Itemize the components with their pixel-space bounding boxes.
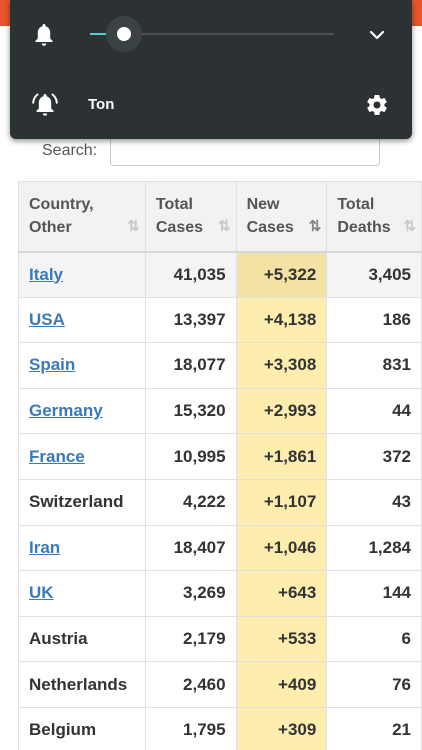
header-total-cases[interactable]: Total Cases ⇅: [144, 181, 237, 253]
new-cases-cell: +409: [235, 661, 328, 708]
table-body: Italy 41,035 +5,322 3,405 USA 13,397 +4,138 186…: [18, 251, 422, 750]
search-label: Search:: [42, 142, 98, 159]
total-deaths-cell: 76: [326, 661, 422, 708]
total-deaths-cell: 186: [326, 296, 422, 344]
country-cell[interactable]: Italy: [18, 251, 146, 298]
new-cases-cell: +2,993: [235, 387, 328, 435]
total-deaths-cell: 6: [326, 615, 422, 663]
country-link[interactable]: France: [29, 446, 85, 466]
sound-label: Ton: [88, 96, 115, 113]
volume-slider-track[interactable]: [90, 33, 334, 35]
new-cases-cell: +643: [235, 570, 328, 617]
table-row: UK 3,269 +643 144: [18, 570, 422, 617]
total-cases-cell: 2,460: [144, 661, 237, 708]
total-cases-cell: 3,269: [144, 570, 237, 617]
table-row: France 10,995 +1,861 372: [18, 433, 422, 480]
country-link[interactable]: UK: [29, 583, 54, 603]
country-link[interactable]: Italy: [29, 264, 64, 284]
country-cell: Austria: [18, 615, 146, 663]
total-deaths-cell: 1,284: [326, 524, 422, 572]
header-total-deaths[interactable]: Total Deaths ⇅: [326, 181, 422, 253]
search-input[interactable]: [110, 136, 380, 166]
header-label: Deaths: [337, 219, 391, 237]
country-cell: Netherlands: [18, 661, 146, 708]
country-cell: Switzerland: [18, 478, 146, 526]
country-link[interactable]: Iran: [29, 537, 61, 557]
header-label: Total: [337, 196, 375, 214]
new-cases-cell: +3,308: [235, 342, 328, 389]
bell-ring-icon[interactable]: [30, 90, 60, 118]
header-label: Cases: [155, 219, 204, 237]
country-cell[interactable]: UK: [18, 570, 146, 617]
table-row: Iran 18,407 +1,046 1,284: [18, 524, 422, 572]
header-country[interactable]: Country, Other ⇅: [18, 181, 146, 253]
table-row: Spain 18,077 +3,308 831: [18, 342, 422, 389]
total-cases-cell: 18,407: [144, 524, 237, 572]
header-label: Total: [155, 196, 193, 214]
table-row: Netherlands 2,460 +409 76: [18, 661, 422, 708]
total-cases-cell: 41,035: [144, 251, 237, 298]
bell-icon[interactable]: [32, 22, 56, 48]
total-cases-cell: 15,320: [144, 387, 237, 435]
country-cell: Belgium: [18, 706, 146, 750]
sort-icon[interactable]: ⇅: [403, 217, 415, 235]
total-deaths-cell: 372: [326, 433, 422, 480]
table-row: USA 13,397 +4,138 186: [18, 296, 422, 344]
table-header-row: Country, Other ⇅ Total Cases ⇅ New Cases…: [18, 181, 422, 253]
gear-icon[interactable]: [365, 93, 389, 117]
total-cases-cell: 18,077: [144, 342, 237, 389]
country-link[interactable]: USA: [29, 309, 65, 329]
total-cases-cell: 1,795: [144, 706, 237, 750]
chevron-down-icon[interactable]: [368, 26, 386, 44]
country-cell[interactable]: Iran: [18, 524, 146, 572]
country-cell[interactable]: USA: [18, 296, 146, 344]
new-cases-cell: +533: [235, 615, 328, 663]
covid-table: Country, Other ⇅ Total Cases ⇅ New Cases…: [18, 181, 422, 750]
country-link[interactable]: Germany: [29, 401, 103, 421]
total-deaths-cell: 21: [326, 706, 422, 750]
new-cases-cell: +5,322: [235, 251, 328, 298]
total-deaths-cell: 144: [326, 570, 422, 617]
total-cases-cell: 13,397: [144, 296, 237, 344]
sort-icon[interactable]: ⇅: [218, 217, 230, 235]
country-cell[interactable]: France: [18, 433, 146, 480]
volume-slider-thumb[interactable]: [117, 27, 132, 41]
total-deaths-cell: 43: [326, 478, 422, 526]
table-row: Italy 41,035 +5,322 3,405: [18, 251, 422, 298]
table-row: Austria 2,179 +533 6: [18, 615, 422, 663]
sort-icon[interactable]: ⇅: [127, 217, 139, 235]
header-label: Other: [29, 219, 72, 237]
header-label: Cases: [246, 219, 294, 237]
header-label: Country,: [29, 196, 94, 214]
total-deaths-cell: 831: [326, 342, 422, 389]
search-row: Search:: [0, 136, 422, 170]
total-cases-cell: 2,179: [144, 615, 237, 663]
sort-desc-icon[interactable]: ⇅: [308, 217, 321, 235]
header-label: New: [246, 196, 280, 214]
new-cases-cell: +1,046: [235, 524, 328, 572]
table-row: Belgium 1,795 +309 21: [18, 706, 422, 750]
table-row: Germany 15,320 +2,993 44: [18, 387, 422, 435]
country-cell[interactable]: Spain: [18, 342, 146, 389]
total-cases-cell: 4,222: [144, 478, 237, 526]
new-cases-cell: +1,107: [235, 478, 328, 526]
volume-panel: Ton: [10, 0, 412, 139]
new-cases-cell: +309: [235, 706, 328, 750]
new-cases-cell: +4,138: [235, 296, 328, 344]
table-row: Switzerland 4,222 +1,107 43: [18, 478, 422, 526]
country-cell[interactable]: Germany: [18, 387, 146, 435]
total-cases-cell: 10,995: [144, 433, 237, 480]
total-deaths-cell: 3,405: [326, 251, 422, 298]
header-new-cases[interactable]: New Cases ⇅: [235, 181, 328, 253]
new-cases-cell: +1,861: [235, 433, 328, 480]
country-link[interactable]: Spain: [29, 355, 76, 375]
total-deaths-cell: 44: [326, 387, 422, 435]
